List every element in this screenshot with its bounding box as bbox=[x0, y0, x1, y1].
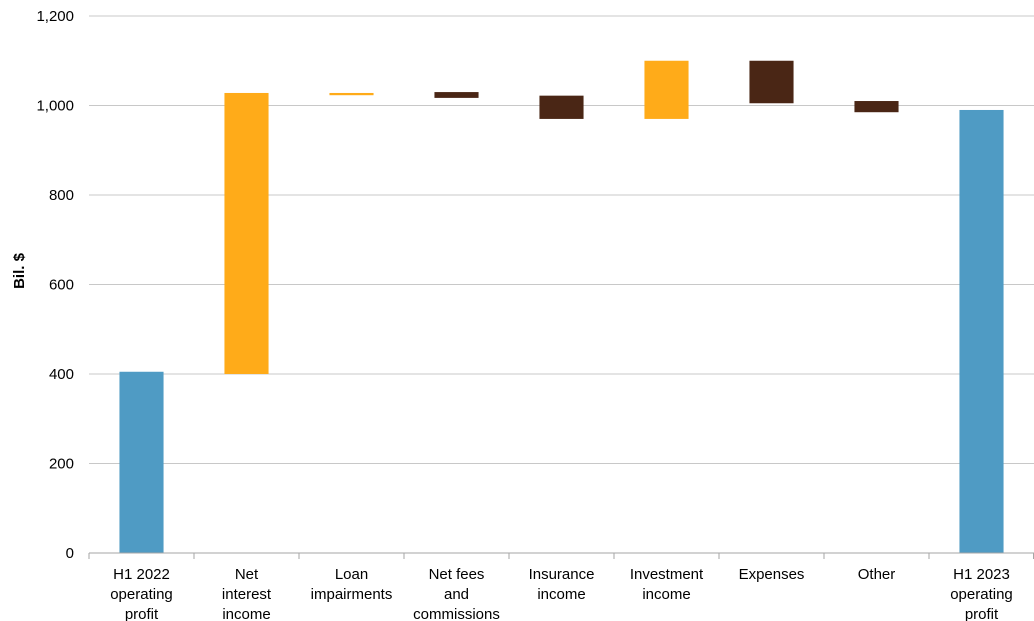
bar-loan-impairments bbox=[329, 92, 374, 96]
y-tick-label: 200 bbox=[49, 456, 74, 473]
bar-h1-2022-operating-profit bbox=[119, 371, 164, 553]
y-tick-label: 0 bbox=[66, 545, 74, 562]
category-label: Loan impairments bbox=[311, 566, 393, 603]
bar-expenses bbox=[749, 60, 794, 104]
category-label-line: Net fees bbox=[429, 566, 485, 583]
category-label-line: Insurance bbox=[529, 566, 595, 583]
y-tick-label: 1,200 bbox=[36, 8, 74, 25]
category-label-line: income bbox=[222, 606, 270, 621]
category-label-line: income bbox=[537, 586, 585, 603]
category-label: Net interest income bbox=[222, 566, 272, 621]
category-label: Net fees and commissions bbox=[413, 566, 500, 621]
category-label-line: H1 2023 bbox=[953, 566, 1010, 583]
bar-investment-income bbox=[644, 60, 689, 119]
category-label-line: commissions bbox=[413, 606, 500, 621]
y-tick-label: 800 bbox=[49, 187, 74, 204]
x-axis bbox=[88, 552, 1034, 559]
y-tick-label: 600 bbox=[49, 277, 74, 294]
category-label-line: Net bbox=[235, 566, 259, 583]
category-label-line: H1 2022 bbox=[113, 566, 170, 583]
category-label: Insurance income bbox=[529, 566, 595, 603]
category-label-line: Other bbox=[858, 566, 896, 583]
y-tick-label: 400 bbox=[49, 366, 74, 383]
category-label: Other bbox=[858, 566, 896, 583]
y-tick-label: 1,000 bbox=[36, 98, 74, 115]
category-label: H1 2023 operating profit bbox=[950, 566, 1013, 621]
category-label-line: Expenses bbox=[739, 566, 805, 583]
bar-insurance-income bbox=[539, 95, 584, 119]
category-label-line: Investment bbox=[630, 566, 704, 583]
x-axis-category-labels: H1 2022 operating profit Net interest income L… bbox=[110, 566, 1013, 621]
category-label-line: impairments bbox=[311, 586, 393, 603]
bar-other bbox=[854, 101, 899, 113]
category-label: Expenses bbox=[739, 566, 805, 583]
category-label-line: interest bbox=[222, 586, 272, 603]
category-label-line: operating bbox=[110, 586, 173, 603]
bar-net-fees-and-commissions bbox=[434, 92, 479, 98]
category-label-line: operating bbox=[950, 586, 1013, 603]
category-label: Investment income bbox=[630, 566, 704, 603]
category-label-line: and bbox=[444, 586, 469, 603]
category-label-line: profit bbox=[125, 606, 159, 621]
bars bbox=[119, 60, 1004, 553]
category-label-line: income bbox=[642, 586, 690, 603]
category-label-line: Loan bbox=[335, 566, 368, 583]
y-axis-tick-labels: 0 200 400 600 800 1,000 1,200 bbox=[36, 8, 74, 562]
bar-h1-2023-operating-profit bbox=[959, 109, 1004, 553]
y-axis-title: Bil. $ bbox=[11, 252, 28, 289]
category-label: H1 2022 operating profit bbox=[110, 566, 173, 621]
category-label-line: profit bbox=[965, 606, 999, 621]
bar-net-interest-income bbox=[224, 92, 269, 374]
